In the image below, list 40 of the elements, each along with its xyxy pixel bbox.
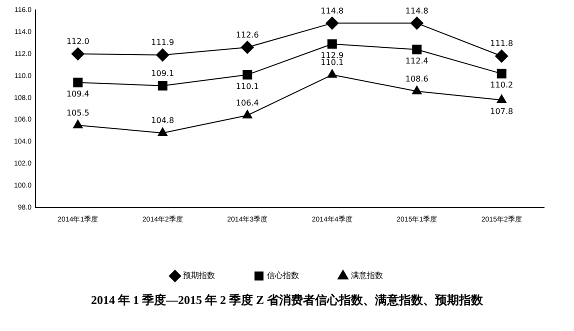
point <box>496 94 506 104</box>
data-label: 109.1 <box>151 68 174 78</box>
point <box>327 69 337 78</box>
data-label: 112.0 <box>66 36 90 46</box>
point <box>412 44 422 54</box>
data-label: 112.6 <box>236 30 259 40</box>
data-label: 107.8 <box>490 107 514 116</box>
data-label: 111.9 <box>151 38 174 48</box>
data-label: 114.8 <box>405 6 428 16</box>
data-label: 110.1 <box>236 82 259 91</box>
point <box>242 70 252 80</box>
point <box>158 81 168 90</box>
point <box>73 78 83 88</box>
data-label: 110.1 <box>320 58 344 67</box>
data-label: 111.8 <box>490 39 514 48</box>
point <box>326 16 339 30</box>
point <box>71 47 84 60</box>
data-label: 105.5 <box>66 108 90 118</box>
point <box>495 50 508 63</box>
point <box>412 86 422 94</box>
point <box>156 48 170 62</box>
legend-label: 满意指数 <box>351 271 383 280</box>
point <box>158 127 168 136</box>
data-label: 112.9 <box>320 51 344 60</box>
point <box>496 68 506 78</box>
point <box>327 39 337 49</box>
text: 2014 年 1 季度—2015 年 2 季度 Z 省消费者信心指数、满意指数、预期指数 <box>90 292 484 309</box>
point <box>410 16 424 30</box>
data-label: 112.4 <box>405 56 428 66</box>
point <box>242 110 252 118</box>
point <box>240 40 254 54</box>
legend-label: 信心指数 <box>267 271 299 280</box>
data-label: 110.2 <box>490 80 514 90</box>
data-label: 104.8 <box>151 116 174 126</box>
data-label: 108.6 <box>405 74 428 84</box>
legend-label: 预期指数 <box>183 271 215 280</box>
data-label: 106.4 <box>236 98 259 108</box>
point <box>73 120 83 128</box>
data-label: 109.4 <box>66 90 90 99</box>
data-label: 114.8 <box>320 6 344 16</box>
